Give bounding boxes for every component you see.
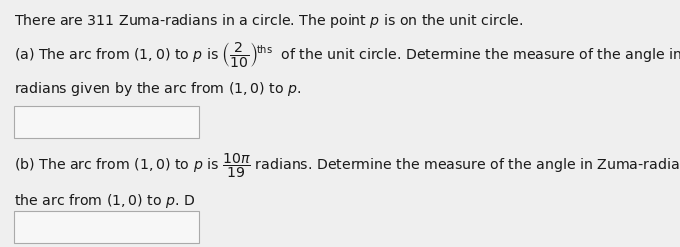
Text: (a) The arc from $(1,0)$ to $p$ is $\left(\dfrac{2}{10}\right)^{\!\text{ths}}$  : (a) The arc from $(1,0)$ to $p$ is $\lef…: [14, 40, 680, 69]
Bar: [14, 211, 199, 243]
Bar: [14, 106, 199, 138]
Text: the arc from $(1,0)$ to $p$. D: the arc from $(1,0)$ to $p$. D: [14, 192, 195, 210]
Text: (b) The arc from $(1,0)$ to $p$ is $\dfrac{10\pi}{19}$ radians. Determine the me: (b) The arc from $(1,0)$ to $p$ is $\dfr…: [14, 152, 680, 180]
Text: There are 311 Zuma-radians in a circle. The point $p$ is on the unit circle.: There are 311 Zuma-radians in a circle. …: [14, 12, 524, 30]
Text: radians given by the arc from $(1,0)$ to $p$.: radians given by the arc from $(1,0)$ to…: [14, 80, 301, 98]
